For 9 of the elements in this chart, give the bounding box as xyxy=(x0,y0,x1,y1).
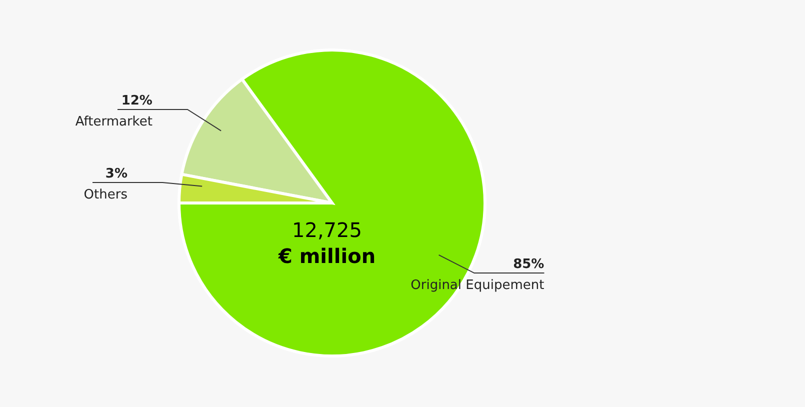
data-label: 85% xyxy=(513,257,544,272)
data-label: 3% xyxy=(105,166,128,182)
slice-label: Others xyxy=(84,187,128,202)
data-label: 12% xyxy=(121,93,152,108)
pie-slice xyxy=(180,78,334,204)
slice-label: Original Equipement xyxy=(410,278,544,294)
text: 12,725 xyxy=(291,218,363,242)
slice-label: Aftermarket xyxy=(75,114,152,130)
text: € million xyxy=(277,244,377,268)
